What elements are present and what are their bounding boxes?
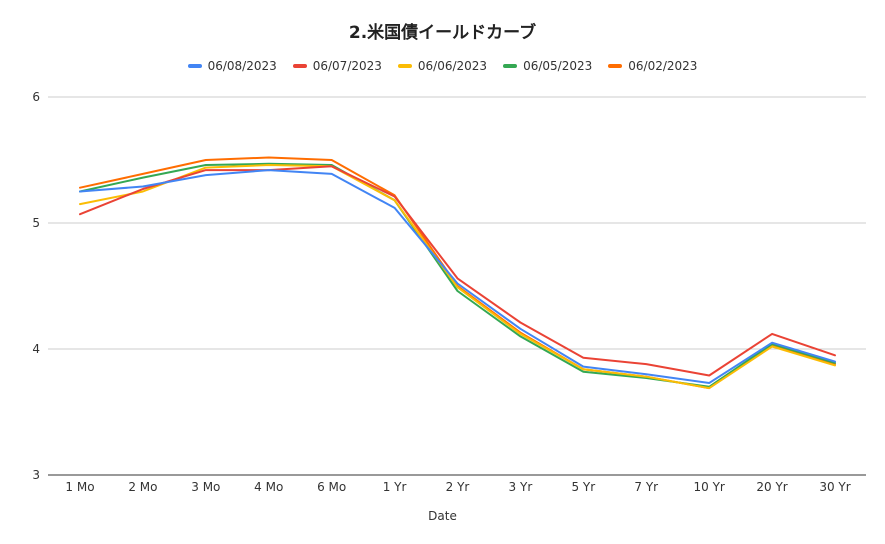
legend-label: 06/06/2023 [417,59,488,73]
legend-swatch [397,64,412,68]
series-line-06/02/2023 [79,156,836,390]
legend-item: 06/05/2023 [503,59,592,73]
legend-swatch [503,64,518,68]
series-line-06/08/2023 [79,169,836,384]
x-tick-label: 5 Yr [571,480,595,494]
chart-title: 2.米国債イールドカーブ [348,23,537,43]
x-tick-label: 6 Mo [317,480,346,494]
y-tick-label: 3 [32,468,40,482]
x-tick-label: 3 Mo [191,480,220,494]
y-tick-label: 5 [32,216,40,230]
legend-label: 06/07/2023 [312,59,382,73]
x-tick-label: 30 Yr [819,480,850,494]
x-tick-label: 1 Mo [65,480,94,494]
legend-item: 06/02/2023 [608,59,697,73]
series-line-06/05/2023 [79,162,836,388]
x-tick-label: 4 Mo [254,480,283,494]
legend-swatch [292,64,307,68]
chart-legend: 06/08/2023 06/07/2023 06/06/2023 06/05/2023… [0,59,885,73]
x-tick-label: 3 Yr [509,480,533,494]
legend-item: 06/08/2023 [187,59,277,73]
x-tick-label: 1 Yr [383,480,407,494]
legend-label: 06/05/2023 [523,59,593,73]
series-line-06/06/2023 [79,164,836,390]
legend-label: 06/02/2023 [628,59,698,73]
x-tick-label: 7 Yr [634,480,658,494]
x-axis-title: Date [428,509,457,523]
x-tick-label: 2 Mo [128,480,157,494]
x-tick-label: 20 Yr [756,480,787,494]
legend-item: 06/06/2023 [397,59,488,73]
legend-item: 06/07/2023 [292,59,382,73]
series-line-06/07/2023 [79,165,836,377]
y-tick-label: 6 [32,90,40,104]
legend-label: 06/08/2023 [207,59,277,73]
x-tick-label: 10 Yr [693,480,724,494]
legend-swatch [608,64,623,68]
y-tick-label: 4 [32,342,40,356]
x-tick-label: 2 Yr [446,480,470,494]
legend-swatch [187,64,202,68]
